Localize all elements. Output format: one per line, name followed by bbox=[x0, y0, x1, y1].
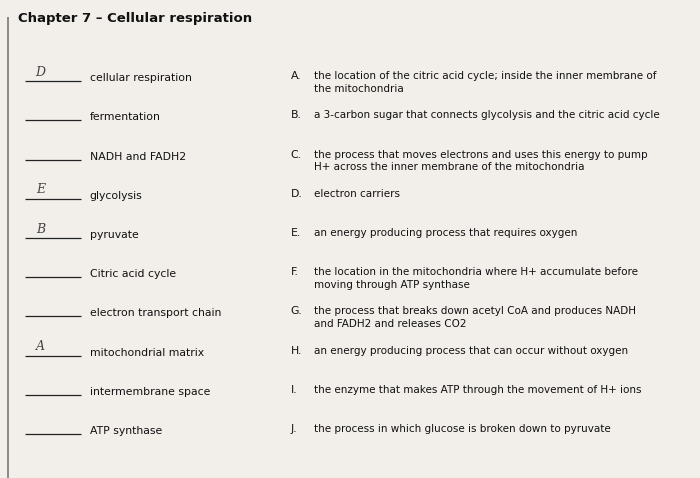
Text: cellular respiration: cellular respiration bbox=[90, 73, 192, 83]
Text: E.: E. bbox=[290, 228, 301, 238]
Text: A: A bbox=[36, 340, 45, 353]
Text: G.: G. bbox=[290, 306, 302, 316]
Text: the location in the mitochondria where H+ accumulate before
moving through ATP s: the location in the mitochondria where H… bbox=[314, 267, 638, 290]
Text: an energy producing process that can occur without oxygen: an energy producing process that can occ… bbox=[314, 346, 628, 356]
Text: B.: B. bbox=[290, 110, 302, 120]
Text: E: E bbox=[36, 184, 46, 196]
Text: J.: J. bbox=[290, 424, 297, 434]
Text: H.: H. bbox=[290, 346, 302, 356]
Text: ATP synthase: ATP synthase bbox=[90, 426, 162, 436]
Text: a 3-carbon sugar that connects glycolysis and the citric acid cycle: a 3-carbon sugar that connects glycolysi… bbox=[314, 110, 659, 120]
Text: electron carriers: electron carriers bbox=[314, 189, 400, 199]
Text: D.: D. bbox=[290, 189, 302, 199]
Text: the location of the citric acid cycle; inside the inner membrane of
the mitochon: the location of the citric acid cycle; i… bbox=[314, 71, 656, 94]
Text: the process that moves electrons and uses this energy to pump
H+ across the inne: the process that moves electrons and use… bbox=[314, 150, 648, 173]
Text: mitochondrial matrix: mitochondrial matrix bbox=[90, 348, 204, 358]
Text: A.: A. bbox=[290, 71, 301, 81]
Text: Citric acid cycle: Citric acid cycle bbox=[90, 269, 176, 279]
Text: an energy producing process that requires oxygen: an energy producing process that require… bbox=[314, 228, 577, 238]
Text: the process that breaks down acetyl CoA and produces NADH
and FADH2 and releases: the process that breaks down acetyl CoA … bbox=[314, 306, 636, 329]
Text: the enzyme that makes ATP through the movement of H+ ions: the enzyme that makes ATP through the mo… bbox=[314, 385, 641, 395]
Text: intermembrane space: intermembrane space bbox=[90, 387, 210, 397]
Text: glycolysis: glycolysis bbox=[90, 191, 142, 201]
Text: F.: F. bbox=[290, 267, 298, 277]
Text: fermentation: fermentation bbox=[90, 112, 160, 122]
Text: D: D bbox=[36, 66, 46, 79]
Text: B: B bbox=[36, 223, 46, 236]
Text: pyruvate: pyruvate bbox=[90, 230, 139, 240]
Text: Chapter 7 – Cellular respiration: Chapter 7 – Cellular respiration bbox=[18, 12, 251, 25]
Text: NADH and FADH2: NADH and FADH2 bbox=[90, 152, 186, 162]
Text: electron transport chain: electron transport chain bbox=[90, 308, 221, 318]
Text: I.: I. bbox=[290, 385, 297, 395]
Text: C.: C. bbox=[290, 150, 302, 160]
Text: the process in which glucose is broken down to pyruvate: the process in which glucose is broken d… bbox=[314, 424, 610, 434]
